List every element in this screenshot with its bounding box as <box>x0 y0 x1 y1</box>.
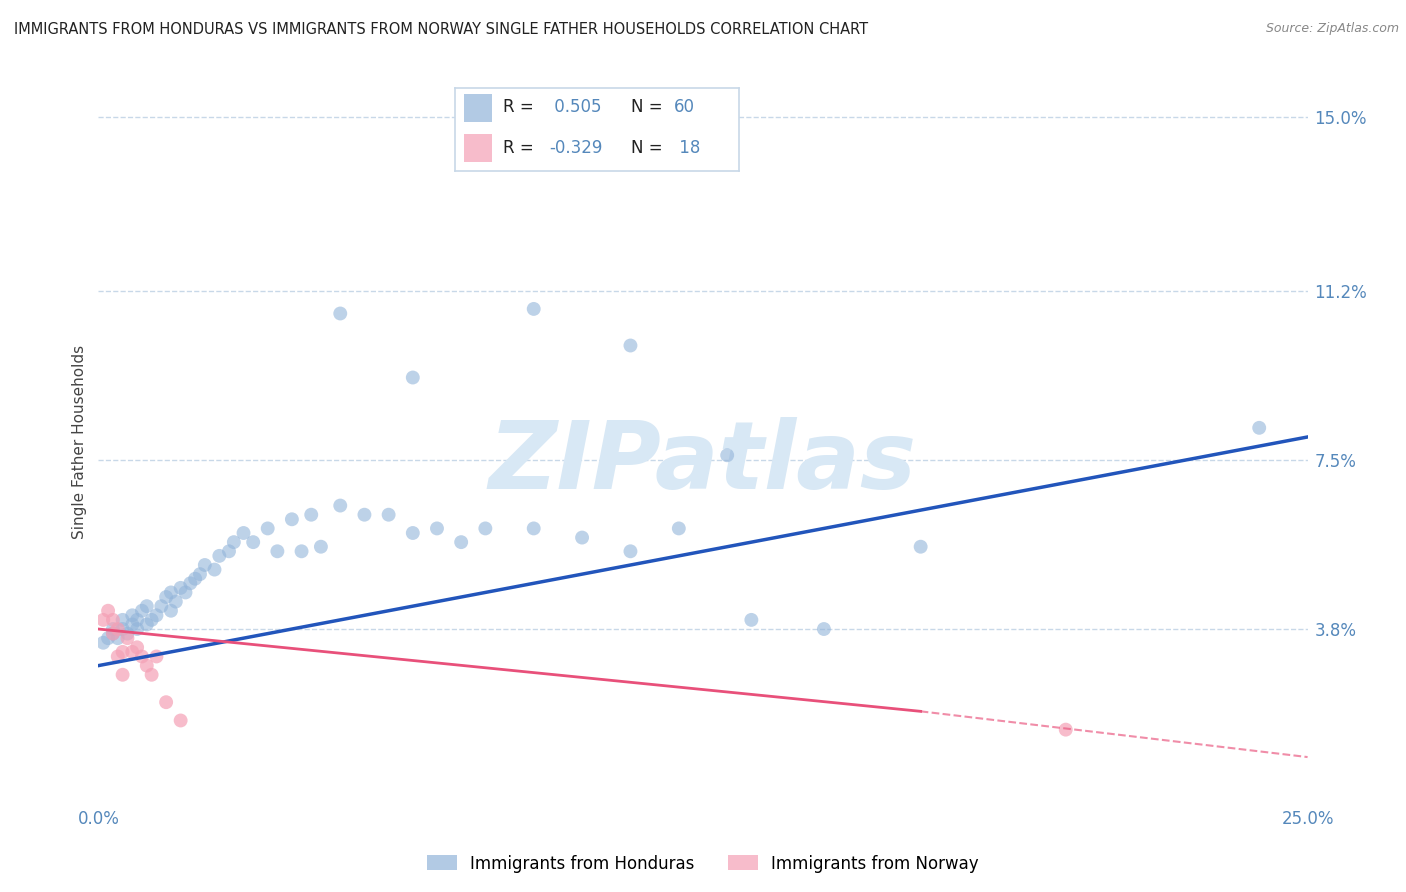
Point <box>117 626 139 640</box>
Point <box>121 608 143 623</box>
Text: ZIPatlas: ZIPatlas <box>489 417 917 509</box>
Point <box>174 585 197 599</box>
Point <box>107 622 129 636</box>
Point <box>329 499 352 513</box>
Text: Source: ZipAtlas.com: Source: ZipAtlas.com <box>1265 22 1399 36</box>
Point <box>145 608 167 623</box>
Point <box>169 581 191 595</box>
Point <box>290 544 312 558</box>
Point <box>91 636 114 650</box>
Point <box>127 640 149 655</box>
Point <box>101 626 124 640</box>
Point <box>281 512 304 526</box>
Point <box>150 599 173 614</box>
Point <box>160 585 183 599</box>
Point <box>188 567 211 582</box>
Point <box>1054 723 1077 737</box>
Point <box>619 544 641 558</box>
Point <box>101 622 124 636</box>
Point <box>121 617 143 632</box>
Point <box>127 622 149 636</box>
Point <box>426 521 449 535</box>
Point <box>740 613 762 627</box>
Point <box>184 572 207 586</box>
Point <box>141 613 163 627</box>
Point <box>218 544 240 558</box>
Point <box>299 508 322 522</box>
Point <box>111 667 134 681</box>
Point <box>135 617 157 632</box>
Point <box>131 604 153 618</box>
Point <box>668 521 690 535</box>
Point <box>127 613 149 627</box>
Point <box>204 563 226 577</box>
Point <box>813 622 835 636</box>
Point <box>155 590 177 604</box>
Point <box>169 714 191 728</box>
Point <box>135 658 157 673</box>
Point <box>107 631 129 645</box>
Point <box>111 613 134 627</box>
Point <box>141 667 163 681</box>
Point <box>571 531 593 545</box>
Point <box>194 558 217 572</box>
Point <box>910 540 932 554</box>
Point <box>155 695 177 709</box>
Text: IMMIGRANTS FROM HONDURAS VS IMMIGRANTS FROM NORWAY SINGLE FATHER HOUSEHOLDS CORR: IMMIGRANTS FROM HONDURAS VS IMMIGRANTS F… <box>14 22 868 37</box>
Point <box>145 649 167 664</box>
Point <box>111 645 134 659</box>
Point <box>179 576 201 591</box>
Point <box>266 544 288 558</box>
Y-axis label: Single Father Households: Single Father Households <box>72 344 87 539</box>
Point <box>160 604 183 618</box>
Point <box>353 508 375 522</box>
Point <box>619 338 641 352</box>
Point <box>242 535 264 549</box>
Point <box>716 448 738 462</box>
Point <box>101 613 124 627</box>
Point <box>523 521 546 535</box>
Point <box>107 649 129 664</box>
Point <box>309 540 332 554</box>
Point <box>256 521 278 535</box>
Point <box>97 604 120 618</box>
Point <box>232 526 254 541</box>
Point <box>165 594 187 608</box>
Point <box>402 526 425 541</box>
Point <box>208 549 231 563</box>
Point <box>523 301 546 316</box>
Legend: Immigrants from Honduras, Immigrants from Norway: Immigrants from Honduras, Immigrants fro… <box>420 848 986 880</box>
Point <box>1249 421 1271 435</box>
Point <box>101 626 124 640</box>
Point <box>111 622 134 636</box>
Point <box>131 649 153 664</box>
Point <box>91 613 114 627</box>
Point <box>222 535 245 549</box>
Point <box>329 306 352 320</box>
Point <box>121 645 143 659</box>
Point <box>377 508 399 522</box>
Point <box>474 521 496 535</box>
Point <box>117 631 139 645</box>
Point <box>135 599 157 614</box>
Point <box>402 370 425 384</box>
Point <box>450 535 472 549</box>
Point <box>97 631 120 645</box>
